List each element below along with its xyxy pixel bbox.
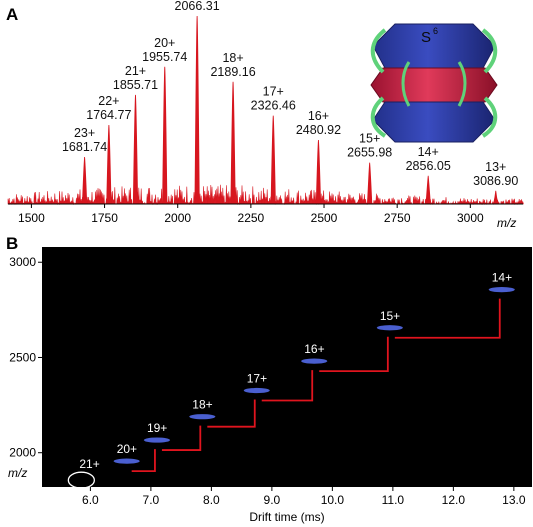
peak-mz-label: 1955.74 xyxy=(142,50,187,64)
spectrum-peak xyxy=(367,162,373,205)
panel-b-letter: B xyxy=(6,234,18,253)
peak-mz-label: 2480.92 xyxy=(296,123,341,137)
step-connector xyxy=(207,399,256,428)
ion-spot xyxy=(488,287,515,293)
step-connector xyxy=(131,449,156,473)
x-tick-label: 2750 xyxy=(384,211,411,225)
x-tick-label: 2250 xyxy=(238,211,265,225)
ion-spot xyxy=(301,358,328,364)
charge-label: 14+ xyxy=(492,271,512,285)
peak-charge-label: 15+ xyxy=(359,132,380,146)
spectrum-peak xyxy=(132,94,139,205)
peak-charge-label: 23+ xyxy=(74,126,95,140)
panel-a-letter: A xyxy=(6,5,18,24)
ion-spots xyxy=(113,287,515,464)
x-tick-label: 2500 xyxy=(311,211,338,225)
charge-label: 16+ xyxy=(304,342,324,356)
charge-label: 18+ xyxy=(192,398,212,412)
spectrum-peaks xyxy=(81,15,499,205)
plot-background xyxy=(42,247,532,487)
x-tick-label: 10.0 xyxy=(321,493,345,507)
y-tick-label: 3000 xyxy=(9,255,36,269)
x-ticks: 1500 1750 2000 2250 2500 2750 3000 xyxy=(18,204,484,225)
peak-mz-label: 2326.46 xyxy=(251,99,296,113)
charge-label: 21+ xyxy=(79,457,99,471)
ion-spot xyxy=(376,325,403,331)
peak-charge-label: 18+ xyxy=(222,51,243,65)
y-axis-label: m/z xyxy=(8,466,27,480)
step-lines xyxy=(131,298,501,473)
peak-charge-label: 21+ xyxy=(125,64,146,78)
spectrum-peak xyxy=(106,125,112,205)
x-tick-label: 1500 xyxy=(18,211,45,225)
panel-b-driftplot: 21+ 20+ 19+ 18+ 17+ 16+ 15+ 14+ 6.0 7.0 8.0 9.0 10.… xyxy=(8,247,532,524)
x-tick-label: 11.0 xyxy=(382,493,405,507)
baseline-noise xyxy=(7,184,524,206)
charge-labels: 21+ 20+ 19+ 18+ 17+ 16+ 15+ 14+ xyxy=(79,271,512,472)
x-ticks: 6.0 7.0 8.0 9.0 10.0 11.0 12.0 13.0 xyxy=(82,487,526,507)
x-tick-label: 1750 xyxy=(91,211,118,225)
x-tick-label: 13.0 xyxy=(502,493,526,507)
y-tick-label: 2500 xyxy=(9,350,36,364)
step-connector xyxy=(161,425,202,451)
spectrum-peak xyxy=(81,156,88,205)
x-tick-label: 9.0 xyxy=(264,493,281,507)
peak-charge-label: 22+ xyxy=(98,94,119,108)
spectrum-peak xyxy=(315,140,322,205)
charge-label: 19+ xyxy=(147,421,167,435)
cage-schematic: S 6 xyxy=(370,23,498,143)
x-tick-label: 8.0 xyxy=(203,493,220,507)
charge-label: 17+ xyxy=(247,372,267,386)
ion-spot xyxy=(243,387,270,394)
spectrum-peak xyxy=(493,190,499,205)
cage-label-superscript: 6 xyxy=(433,26,438,36)
y-ticks: 2000 2500 3000 xyxy=(9,255,42,460)
peak-mz-label: 1681.74 xyxy=(62,140,107,154)
x-tick-label: 6.0 xyxy=(82,493,99,507)
spectrum-noise xyxy=(7,184,524,206)
x-tick-label: 3000 xyxy=(457,211,484,225)
x-axis-label: m/z xyxy=(497,216,516,230)
x-tick-label: 12.0 xyxy=(442,493,466,507)
charge-label: 20+ xyxy=(117,442,137,456)
peak-mz-label: 2189.16 xyxy=(210,65,255,79)
ion-spot xyxy=(189,414,216,420)
spectrum-peak xyxy=(230,81,236,205)
peak-mz-label: 3086.90 xyxy=(473,174,518,188)
peak-mz-label: 2655.98 xyxy=(347,146,392,160)
x-tick-label: 2000 xyxy=(164,211,191,225)
step-connector xyxy=(261,370,314,402)
spectrum-peak xyxy=(162,66,168,205)
peak-charge-label: 13+ xyxy=(485,160,506,174)
peak-mz-label: 1764.77 xyxy=(86,108,131,122)
peak-mz-label: 2066.31 xyxy=(175,0,220,13)
ion-spot xyxy=(113,458,140,464)
circled-spot xyxy=(67,471,95,489)
peak-charge-label: 20+ xyxy=(154,36,175,50)
step-connector xyxy=(319,336,389,373)
peak-labels: 23+1681.74 22+1764.77 21+1855.71 20+1955.74… xyxy=(62,0,518,188)
ion-spot xyxy=(143,437,170,443)
spectrum-peak xyxy=(270,115,276,205)
x-tick-label: 7.0 xyxy=(143,493,160,507)
x-axis-label: Drift time (ms) xyxy=(249,510,324,524)
panel-a-spectrum: 23+1681.74 22+1764.77 21+1855.71 20+1955.74… xyxy=(7,0,524,230)
cage-label: S xyxy=(421,29,431,46)
peak-charge-label: 17+ xyxy=(263,85,284,99)
spectrum-peak xyxy=(425,175,431,205)
peak-charge-label: 14+ xyxy=(418,145,439,159)
step-connector xyxy=(394,298,501,339)
peak-mz-label: 1855.71 xyxy=(113,78,158,92)
spectrum-peak xyxy=(194,15,200,205)
peak-mz-label: 2856.05 xyxy=(406,159,451,173)
peak-charge-label: 16+ xyxy=(308,109,329,123)
y-tick-label: 2000 xyxy=(9,446,36,460)
charge-label: 15+ xyxy=(380,309,400,323)
